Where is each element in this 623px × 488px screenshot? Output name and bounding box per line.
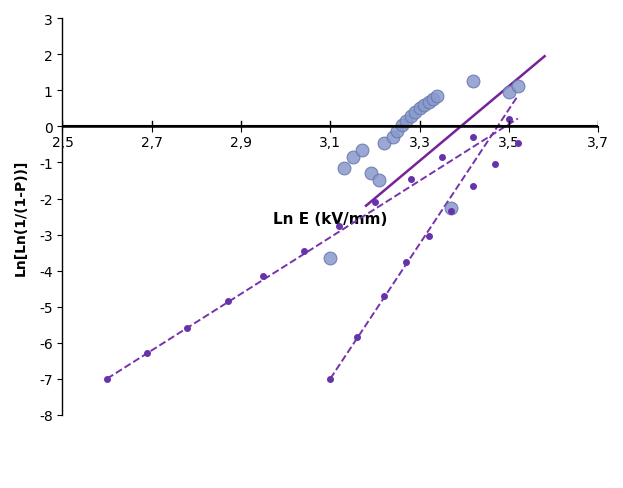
Point bbox=[102, 375, 112, 383]
Point bbox=[352, 334, 362, 342]
Point bbox=[356, 147, 366, 155]
Point bbox=[406, 113, 416, 121]
X-axis label: Ln E (kV/mm): Ln E (kV/mm) bbox=[273, 212, 388, 227]
Point bbox=[410, 109, 420, 117]
Point bbox=[298, 247, 308, 255]
Point bbox=[339, 164, 349, 172]
Point bbox=[432, 93, 442, 101]
Point bbox=[468, 134, 478, 142]
Point bbox=[437, 154, 447, 162]
Point bbox=[446, 204, 456, 212]
Point bbox=[142, 350, 152, 358]
Point bbox=[392, 127, 402, 135]
Point bbox=[366, 170, 376, 178]
Point bbox=[490, 161, 500, 169]
Point bbox=[419, 102, 429, 109]
Point bbox=[374, 177, 384, 185]
Point bbox=[406, 175, 416, 183]
Point bbox=[379, 140, 389, 147]
Point bbox=[415, 104, 425, 112]
Point bbox=[468, 183, 478, 190]
Point bbox=[259, 272, 269, 280]
Point bbox=[183, 325, 193, 332]
Point bbox=[424, 99, 434, 107]
Point bbox=[428, 96, 438, 104]
Point bbox=[401, 118, 411, 126]
Point bbox=[397, 122, 407, 129]
Point bbox=[379, 293, 389, 301]
Point bbox=[504, 116, 514, 124]
Point bbox=[370, 199, 380, 206]
Point bbox=[513, 83, 523, 91]
Point bbox=[325, 255, 335, 263]
Point bbox=[513, 140, 523, 147]
Point bbox=[401, 258, 411, 266]
Y-axis label: Ln[Ln(1/(1-P))]: Ln[Ln(1/(1-P))] bbox=[14, 159, 28, 275]
Point bbox=[446, 208, 456, 216]
Point bbox=[335, 222, 345, 230]
Point bbox=[468, 79, 478, 86]
Point bbox=[348, 154, 358, 162]
Point bbox=[388, 133, 398, 141]
Point bbox=[424, 233, 434, 241]
Point bbox=[325, 375, 335, 383]
Point bbox=[222, 298, 232, 305]
Point bbox=[504, 89, 514, 97]
